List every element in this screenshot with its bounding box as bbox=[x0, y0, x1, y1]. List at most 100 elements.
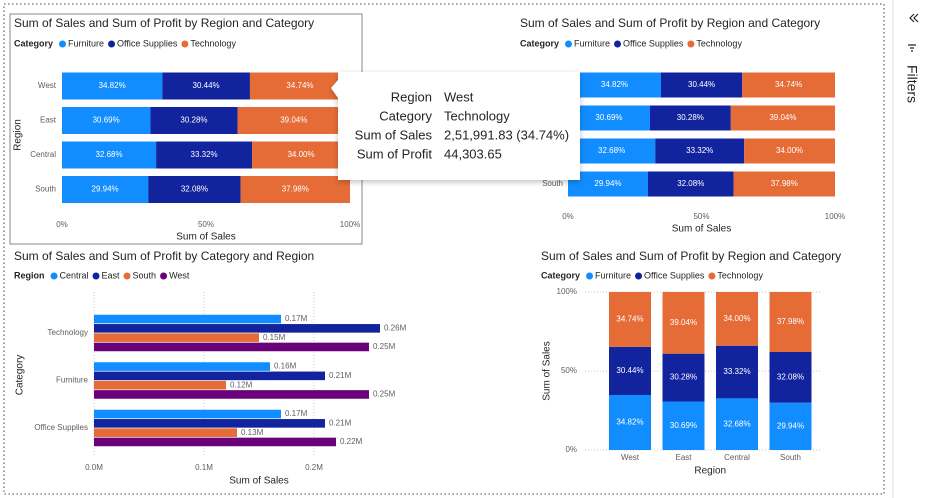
data-label: 32.08% bbox=[677, 179, 704, 188]
legend-title: Category bbox=[520, 38, 559, 48]
bar-segment bbox=[568, 105, 650, 131]
x-axis-title: Sum of Sales bbox=[176, 232, 235, 243]
y-category-label: East bbox=[40, 116, 57, 125]
bar-segment bbox=[609, 346, 651, 395]
bar bbox=[94, 428, 237, 437]
tooltip-value: Technology bbox=[444, 108, 510, 123]
filters-title[interactable]: Filters bbox=[904, 65, 920, 103]
legend-label: Technology bbox=[190, 38, 236, 48]
data-label: 30.69% bbox=[670, 421, 697, 430]
filters-pane: Filters bbox=[892, 0, 920, 498]
legend-marker bbox=[59, 40, 67, 48]
data-label: 0.21M bbox=[329, 418, 352, 427]
legend-label: Technology bbox=[696, 38, 742, 48]
data-label: 0.26M bbox=[384, 323, 407, 332]
data-label: 0.16M bbox=[274, 362, 297, 371]
tooltip-value: 2,51,991.83 (34.74%) bbox=[444, 127, 569, 142]
bar-segment bbox=[716, 345, 758, 399]
y-category-label: West bbox=[38, 81, 57, 90]
data-label: 37.98% bbox=[777, 317, 804, 326]
bar bbox=[94, 342, 369, 352]
bar-segment bbox=[609, 292, 651, 347]
bar-segment bbox=[647, 171, 734, 197]
bar bbox=[94, 324, 380, 333]
filter-icon bbox=[908, 44, 916, 52]
data-label: 0.13M bbox=[241, 428, 264, 437]
bar-segment bbox=[162, 72, 250, 100]
y-category-label: Technology bbox=[48, 328, 88, 337]
data-label: 29.94% bbox=[777, 421, 804, 430]
bar-segment bbox=[742, 72, 835, 98]
data-label: 30.44% bbox=[616, 366, 643, 375]
legend-marker bbox=[565, 40, 573, 48]
y-category-label: Office Supplies bbox=[34, 423, 88, 432]
data-label: 0.15M bbox=[263, 333, 286, 342]
data-label: 0.22M bbox=[340, 437, 363, 446]
legend-marker bbox=[181, 40, 189, 48]
y-category-label: Central bbox=[30, 150, 56, 159]
x-tick-label: 100% bbox=[825, 212, 845, 221]
data-label: 29.94% bbox=[92, 185, 119, 194]
data-label: 0.25M bbox=[373, 342, 396, 351]
y-tick-label: 50% bbox=[561, 366, 577, 375]
x-tick-label: 0.2M bbox=[305, 463, 323, 472]
data-label: 33.32% bbox=[686, 146, 713, 155]
bar-segment bbox=[716, 292, 758, 346]
collapse-icon[interactable] bbox=[909, 13, 919, 23]
tooltip-label: Category bbox=[379, 108, 432, 123]
data-label: 39.04% bbox=[280, 116, 307, 125]
legend-marker bbox=[50, 272, 58, 280]
legend-label: Office Supplies bbox=[644, 270, 705, 280]
bar-segment bbox=[148, 176, 241, 203]
data-label: 30.44% bbox=[193, 81, 220, 90]
bar-segment bbox=[649, 105, 731, 131]
chart: Sum of Sales and Sum of Profit by Region… bbox=[541, 249, 841, 476]
x-tick-label: 0% bbox=[56, 220, 68, 229]
legend-label: South bbox=[133, 270, 157, 280]
bar bbox=[94, 380, 226, 390]
x-tick-label: 100% bbox=[340, 220, 360, 229]
data-label: 30.28% bbox=[180, 116, 207, 125]
y-axis-title: Sum of Sales bbox=[542, 341, 553, 400]
legend-label: Furniture bbox=[595, 270, 631, 280]
y-axis-title: Category bbox=[15, 355, 26, 396]
data-label: 30.69% bbox=[595, 113, 622, 122]
data-label: 30.69% bbox=[93, 116, 120, 125]
data-label: 32.68% bbox=[95, 150, 122, 159]
data-label: 34.74% bbox=[775, 80, 802, 89]
bar bbox=[94, 333, 259, 342]
x-tick-label: 0.1M bbox=[195, 463, 213, 472]
legend-marker bbox=[123, 272, 131, 280]
data-label: 0.21M bbox=[329, 371, 352, 380]
bar bbox=[94, 371, 325, 381]
y-axis-title: Region bbox=[13, 119, 24, 151]
data-label: 37.98% bbox=[282, 185, 309, 194]
bar-segment bbox=[252, 141, 350, 169]
bar-segment bbox=[609, 394, 651, 450]
tooltip-value: West bbox=[444, 89, 474, 104]
data-label: 34.82% bbox=[601, 80, 628, 89]
legend-marker bbox=[635, 272, 643, 280]
tooltip-label: Sum of Profit bbox=[357, 146, 433, 161]
x-category-label: South bbox=[780, 453, 801, 462]
y-category-label: Furniture bbox=[56, 376, 89, 385]
data-label: 0.17M bbox=[285, 314, 308, 323]
x-category-label: East bbox=[675, 453, 692, 462]
data-label: 37.98% bbox=[771, 179, 798, 188]
chart: Sum of Sales and Sum of Profit by Region… bbox=[13, 16, 361, 242]
charts: Sum of Sales and Sum of Profit by Region… bbox=[13, 16, 846, 486]
x-axis-title: Sum of Sales bbox=[672, 224, 731, 235]
bar bbox=[94, 419, 325, 428]
bar-segment bbox=[240, 176, 350, 203]
data-label: 39.04% bbox=[670, 318, 697, 327]
bar-segment bbox=[662, 401, 705, 450]
tooltip-value: 44,303.65 bbox=[444, 146, 502, 161]
legend-label: East bbox=[102, 270, 121, 280]
bar-segment bbox=[150, 107, 238, 134]
data-label: 0.12M bbox=[230, 380, 253, 389]
legend-label: Furniture bbox=[68, 38, 104, 48]
chart-title: Sum of Sales and Sum of Profit by Region… bbox=[541, 249, 841, 263]
bar-segment bbox=[568, 72, 661, 98]
legend-label: Office Supplies bbox=[623, 38, 684, 48]
